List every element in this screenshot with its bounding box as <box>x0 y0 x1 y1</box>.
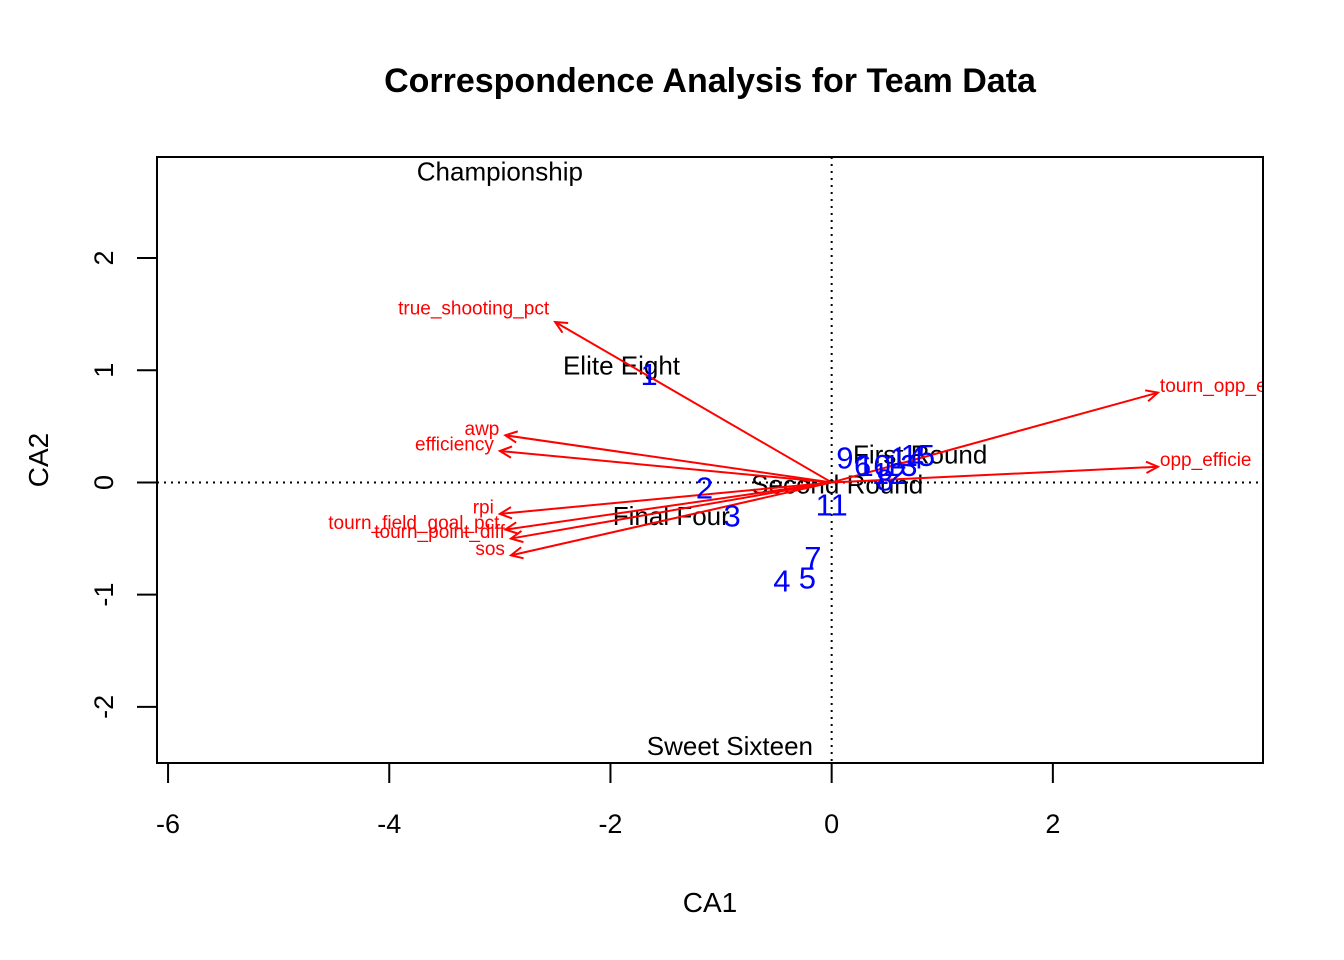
variable-arrow-label: true_shooting_pct <box>398 298 550 319</box>
x-axis-label: CA1 <box>683 887 737 918</box>
y-axis-label: CA2 <box>23 433 54 487</box>
y-axis: -2 -1 0 1 2 <box>89 250 158 719</box>
x-tick-label: -6 <box>156 809 180 839</box>
variable-arrow <box>505 434 832 484</box>
column-point-label: 13 <box>883 448 917 483</box>
y-tick-label: 2 <box>89 250 119 265</box>
variable-arrow-label: awp <box>465 419 500 440</box>
column-point-label: 3 <box>723 499 740 534</box>
x-axis: -6 -4 -2 0 2 <box>156 762 1060 839</box>
variable-arrowhead <box>1145 460 1161 474</box>
variable-arrow-label: opp_efficie <box>1160 450 1252 471</box>
column-point-label: 1 <box>641 357 658 392</box>
variable-arrow <box>499 481 832 515</box>
variable-arrowhead <box>508 546 524 560</box>
variable-arrow-label: efficiency <box>415 435 494 456</box>
variable-arrowhead <box>503 430 519 444</box>
column-point-label: 7 <box>804 540 821 575</box>
x-tick-label: 2 <box>1045 809 1060 839</box>
row-point-label: Championship <box>417 157 583 187</box>
y-tick-label: 1 <box>89 363 119 378</box>
variable-arrow-label: rpi <box>473 497 494 518</box>
y-tick-label: -2 <box>89 695 119 719</box>
column-point-label: 12 <box>872 456 906 491</box>
column-point-label: 9 <box>836 440 853 475</box>
variable-arrow <box>831 465 1158 484</box>
variable-arrow <box>554 321 833 484</box>
column-point-label: 5 <box>799 560 816 595</box>
chart-title: Correspondence Analysis for Team Data <box>384 62 1037 100</box>
variable-arrow <box>499 450 832 484</box>
variable-arrowhead <box>508 530 524 544</box>
column-point-label: 4 <box>773 564 790 599</box>
reference-lines <box>157 157 1263 763</box>
column-point-label: 15 <box>901 438 935 473</box>
row-point-label: Sweet Sixteen <box>647 731 813 761</box>
variable-arrow <box>505 481 832 531</box>
column-point-label: 14 <box>890 440 924 475</box>
x-tick-label: -4 <box>377 809 401 839</box>
column-point-label: 2 <box>696 471 713 506</box>
variable-arrowhead <box>497 506 513 520</box>
variable-arrow-label: sos <box>475 539 505 560</box>
x-tick-label: -2 <box>598 809 622 839</box>
variable-arrow-label: tourn_field_goal_pct <box>328 513 500 534</box>
column-point-label: 8 <box>876 463 893 498</box>
y-tick-label: -1 <box>89 583 119 607</box>
variable-arrow <box>831 391 1159 484</box>
variable-arrowhead <box>503 521 519 535</box>
variable-arrows: true_shooting_pct tourn_opp_efficieawpeff… <box>328 298 1305 560</box>
row-point-label: Elite Eight <box>563 351 681 381</box>
variable-arrow <box>510 481 832 557</box>
plot-frame <box>156 156 1264 764</box>
variable-arrowhead <box>553 320 569 334</box>
variable-arrow <box>510 481 832 540</box>
y-tick-label: 0 <box>89 475 119 490</box>
variable-arrow-label: tourn_point_diff <box>374 522 505 543</box>
x-tick-label: 0 <box>824 809 839 839</box>
column-point-label: 11 <box>816 487 848 522</box>
variable-arrowhead <box>497 445 513 459</box>
row-point-label: First Round <box>853 439 987 469</box>
column-point-label: 6 <box>854 448 871 483</box>
variable-arrow-label: tourn_opp_efficie <box>1160 376 1305 397</box>
column-point-label: 10 <box>856 448 890 483</box>
variable-arrowhead <box>1144 389 1161 402</box>
